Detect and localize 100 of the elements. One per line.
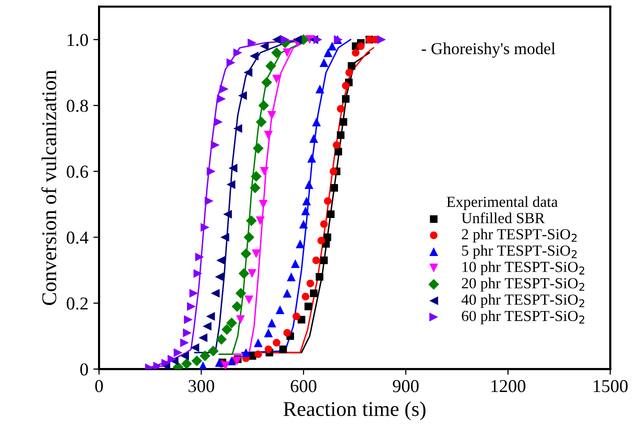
- legend-label: Unfilled SBR: [462, 212, 545, 224]
- y-axis-title: Conversion of vulcanization: [41, 70, 56, 306]
- point: [250, 182, 261, 194]
- point: [217, 94, 226, 104]
- point: [320, 220, 328, 228]
- point: [340, 118, 348, 126]
- point: [290, 259, 300, 268]
- point: [193, 269, 202, 278]
- point: [189, 288, 198, 298]
- point: [248, 269, 256, 278]
- x-tick-label: 1200: [492, 380, 526, 392]
- point: [233, 124, 242, 133]
- point: [200, 350, 210, 362]
- point: [267, 110, 276, 120]
- x-tick-label: 300: [188, 380, 214, 392]
- point: [226, 318, 237, 328]
- point: [254, 350, 262, 358]
- point: [161, 358, 170, 368]
- point: [240, 248, 252, 260]
- point: [220, 84, 229, 94]
- point: [312, 256, 320, 264]
- point: [182, 328, 192, 338]
- point: [244, 295, 254, 304]
- point: [317, 236, 326, 244]
- point: [214, 272, 224, 282]
- point: [216, 256, 226, 265]
- point: [220, 232, 230, 242]
- point: [202, 322, 212, 331]
- point: [328, 42, 337, 51]
- point: [210, 288, 220, 298]
- point: [264, 130, 273, 140]
- point: [324, 197, 332, 205]
- legend-title: Experimental data: [446, 196, 558, 210]
- point: [210, 140, 220, 150]
- point: [312, 118, 321, 126]
- point: [304, 180, 314, 189]
- point: [256, 116, 267, 128]
- point: [306, 280, 314, 288]
- y-tick-label: 0.2: [66, 297, 88, 310]
- point: [330, 184, 338, 192]
- point: [256, 216, 265, 226]
- y-tick-label: 1.0: [68, 34, 88, 46]
- point: [228, 164, 238, 172]
- point: [352, 48, 360, 57]
- x-tick-label: 1500: [594, 380, 628, 392]
- point: [293, 35, 302, 44]
- point: [191, 355, 202, 366]
- point: [227, 356, 236, 366]
- point: [377, 35, 386, 44]
- point: [250, 170, 262, 182]
- legend-label: 5 phr TESPT-SiO$_{2}$: [462, 244, 577, 259]
- point: [272, 338, 280, 347]
- point: [260, 42, 269, 51]
- point: [204, 196, 214, 206]
- y-tick-label: 0.6: [66, 166, 88, 178]
- point: [267, 318, 276, 328]
- legend-label: 10 phr TESPT-SiO$_{2}$: [462, 261, 584, 276]
- point: [181, 358, 192, 370]
- point: [320, 256, 328, 264]
- point: [250, 52, 258, 60]
- point: [324, 48, 332, 58]
- point: [221, 361, 230, 370]
- point: [216, 334, 227, 345]
- point: [348, 62, 356, 70]
- point: [280, 35, 290, 44]
- legend-label: 60 phr TESPT-SiO$_{2}$: [462, 310, 584, 324]
- point: [200, 222, 210, 232]
- legend-label: 20 phr TESPT-SiO$_{2}$: [462, 278, 584, 292]
- point: [258, 200, 268, 209]
- point: [302, 292, 310, 300]
- point: [292, 312, 300, 320]
- point: [265, 60, 276, 72]
- point: [282, 288, 292, 298]
- point: [324, 233, 332, 242]
- point: [336, 104, 344, 113]
- point: [226, 58, 236, 68]
- point: [313, 35, 322, 44]
- point: [315, 84, 324, 94]
- y-tick-label: 0.8: [66, 100, 88, 112]
- point: [334, 148, 342, 156]
- point: [254, 338, 263, 348]
- point: [264, 345, 272, 354]
- point: [246, 215, 257, 226]
- point: [232, 301, 242, 312]
- point: [304, 302, 312, 310]
- point: [180, 352, 189, 360]
- legend-label: 40 phr TESPT-SiO$_{2}$: [462, 294, 584, 308]
- point: [309, 134, 318, 143]
- annotation: - Ghoreishy's model: [422, 42, 556, 58]
- point: [206, 312, 215, 321]
- point: [153, 362, 162, 370]
- point: [242, 348, 250, 357]
- point: [244, 68, 252, 77]
- point: [214, 118, 223, 126]
- point: [342, 95, 350, 103]
- point: [279, 345, 287, 354]
- x-tick-label: 900: [392, 380, 419, 392]
- point: [195, 252, 204, 262]
- point: [316, 273, 324, 281]
- point: [302, 196, 311, 206]
